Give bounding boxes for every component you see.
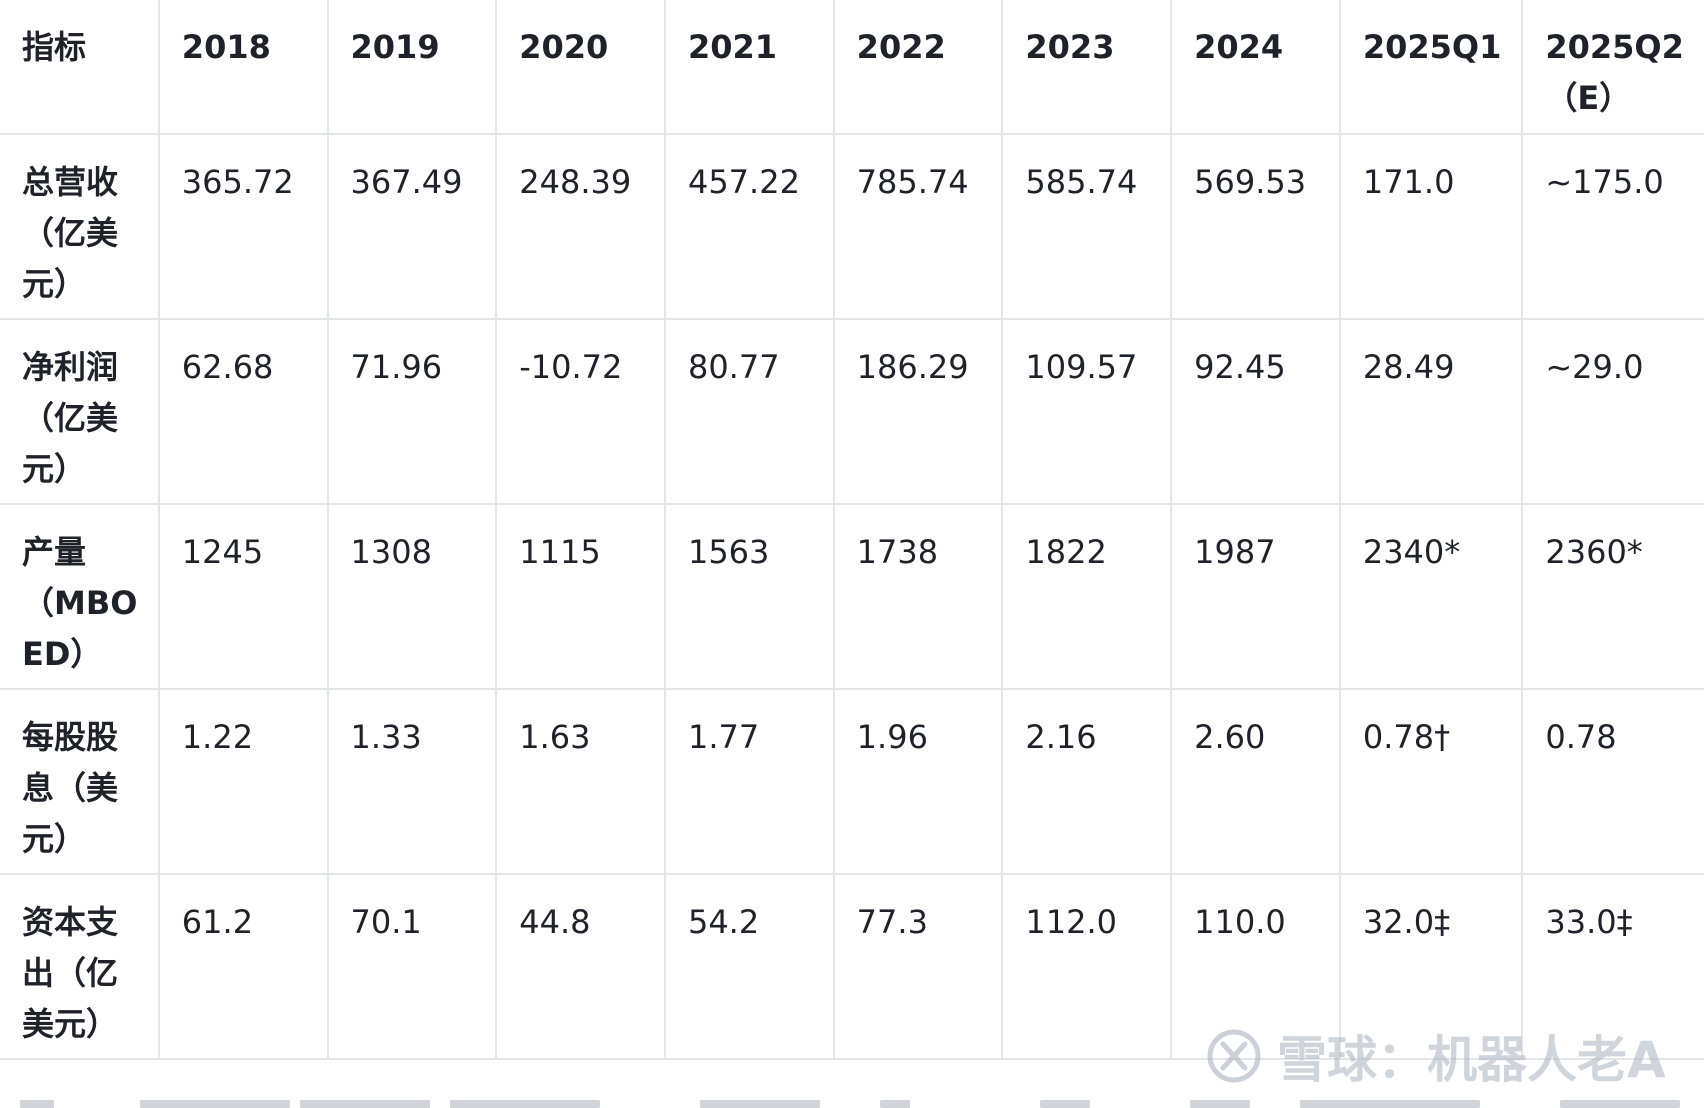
table-cell: 33.0‡ — [1521, 873, 1704, 1060]
table-row: 每股股息（美元） 1.22 1.33 1.63 1.77 1.96 2.16 2… — [0, 688, 1704, 875]
table-cell: 1.33 — [326, 688, 498, 875]
table-cell: 186.29 — [832, 318, 1004, 505]
table-cell: 70.1 — [326, 873, 498, 1060]
table-cell: 457.22 — [663, 133, 835, 320]
table-cell: 1563 — [663, 503, 835, 690]
header-cell: 2024 — [1170, 0, 1341, 135]
row-label: 资本支出（亿美元） — [0, 873, 160, 1060]
table-cell: 365.72 — [157, 133, 329, 320]
table-cell: 785.74 — [832, 133, 1004, 320]
table-cell: 28.49 — [1338, 318, 1524, 505]
table-cell: -10.72 — [495, 318, 666, 505]
header-cell: 2021 — [663, 0, 835, 135]
table-cell: 367.49 — [326, 133, 498, 320]
table-cell: 1308 — [326, 503, 498, 690]
table-cell: ~175.0 — [1521, 133, 1704, 320]
table-cell: 32.0‡ — [1338, 873, 1524, 1060]
table-cell: 62.68 — [157, 318, 329, 505]
table-row: 资本支出（亿美元） 61.2 70.1 44.8 54.2 77.3 112.0… — [0, 873, 1704, 1060]
header-cell: 2020 — [495, 0, 666, 135]
table-cell: 1.63 — [495, 688, 666, 875]
table-cell: 109.57 — [1001, 318, 1173, 505]
header-cell: 2018 — [157, 0, 329, 135]
table-cell: 112.0 — [1001, 873, 1173, 1060]
financial-metrics-table: 指标 2018 2019 2020 2021 2022 2023 2024 20… — [0, 0, 1704, 1060]
table-cell: 1738 — [832, 503, 1004, 690]
table-cell: 1822 — [1001, 503, 1173, 690]
table-cell: 2.60 — [1170, 688, 1341, 875]
table-cell: 1245 — [157, 503, 329, 690]
table-row: 总营收（亿美元） 365.72 367.49 248.39 457.22 785… — [0, 133, 1704, 320]
header-cell: 2025Q2（E） — [1521, 0, 1704, 135]
table-cell: 1987 — [1170, 503, 1341, 690]
table-cell: 92.45 — [1170, 318, 1341, 505]
table-cell: 110.0 — [1170, 873, 1341, 1060]
cut-off-footnote-line — [0, 1092, 1704, 1108]
table-cell: 54.2 — [663, 873, 835, 1060]
table-cell: 0.78 — [1521, 688, 1704, 875]
table-cell: 171.0 — [1338, 133, 1524, 320]
row-label: 产量（MBOED） — [0, 503, 160, 690]
header-cell: 指标 — [0, 0, 160, 135]
table-cell: 569.53 — [1170, 133, 1341, 320]
table-cell: 1.22 — [157, 688, 329, 875]
table-cell: 1.96 — [832, 688, 1004, 875]
table-cell: 1.77 — [663, 688, 835, 875]
table-cell: 2340* — [1338, 503, 1524, 690]
table-cell: 44.8 — [495, 873, 666, 1060]
table-row: 净利润（亿美元） 62.68 71.96 -10.72 80.77 186.29… — [0, 318, 1704, 505]
header-row: 指标 2018 2019 2020 2021 2022 2023 2024 20… — [0, 0, 1704, 135]
header-cell: 2023 — [1001, 0, 1173, 135]
row-label: 总营收（亿美元） — [0, 133, 160, 320]
header-cell: 2022 — [832, 0, 1004, 135]
table-cell: 2.16 — [1001, 688, 1173, 875]
table-cell: 80.77 — [663, 318, 835, 505]
table-cell: 585.74 — [1001, 133, 1173, 320]
table-cell: 248.39 — [495, 133, 666, 320]
table-cell: 77.3 — [832, 873, 1004, 1060]
row-label: 每股股息（美元） — [0, 688, 160, 875]
row-label: 净利润（亿美元） — [0, 318, 160, 505]
header-cell: 2025Q1 — [1338, 0, 1524, 135]
table-cell: ~29.0 — [1521, 318, 1704, 505]
table-cell: 71.96 — [326, 318, 498, 505]
table-cell: 2360* — [1521, 503, 1704, 690]
table-cell: 1115 — [495, 503, 666, 690]
table-row: 产量（MBOED） 1245 1308 1115 1563 1738 1822 … — [0, 503, 1704, 690]
table-cell: 61.2 — [157, 873, 329, 1060]
header-cell: 2019 — [326, 0, 498, 135]
table-cell: 0.78† — [1338, 688, 1524, 875]
